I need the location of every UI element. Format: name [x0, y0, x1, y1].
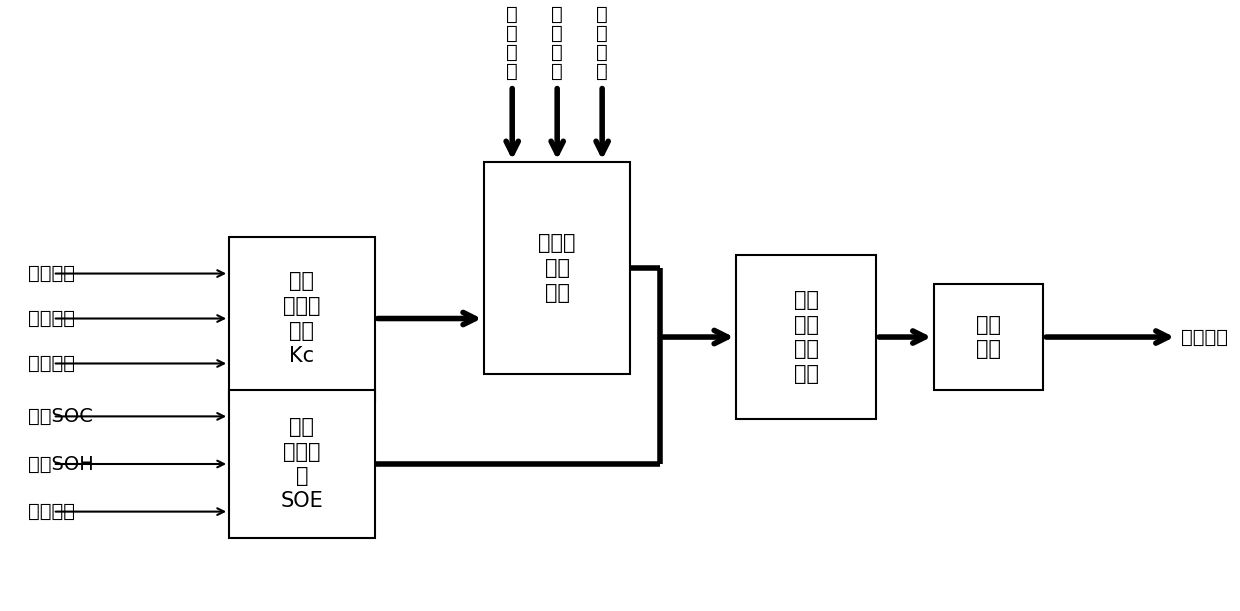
Bar — [229, 236, 374, 401]
Text: 计算
能量消
耗率
Kc: 计算 能量消 耗率 Kc — [283, 271, 321, 366]
Text: 电池电压: 电池电压 — [29, 264, 76, 283]
Text: 车辆速度: 车辆速度 — [29, 354, 76, 373]
Text: 空
调
功
率: 空 调 功 率 — [596, 4, 608, 81]
Text: 电池SOC: 电池SOC — [29, 407, 93, 426]
Text: 电池温度: 电池温度 — [29, 502, 76, 521]
Bar — [485, 163, 630, 374]
Text: 输出
滤波: 输出 滤波 — [976, 315, 1001, 359]
Bar — [229, 390, 374, 538]
Text: 续驶里程: 续驶里程 — [1180, 327, 1228, 346]
Text: 档
位
状
态: 档 位 状 态 — [506, 4, 518, 81]
Text: 计算
剩余能
量
SOE: 计算 剩余能 量 SOE — [280, 417, 324, 511]
Bar — [737, 255, 877, 419]
Text: 电池电流: 电池电流 — [29, 309, 76, 328]
Bar — [934, 284, 1043, 390]
Text: 计算
剩余
续驶
里程: 计算 剩余 续驶 里程 — [794, 290, 818, 384]
Text: 能量消
耗率
补偿: 能量消 耗率 补偿 — [538, 233, 575, 303]
Text: 空
调
状
态: 空 调 状 态 — [552, 4, 563, 81]
Text: 电池SOH: 电池SOH — [29, 455, 94, 474]
